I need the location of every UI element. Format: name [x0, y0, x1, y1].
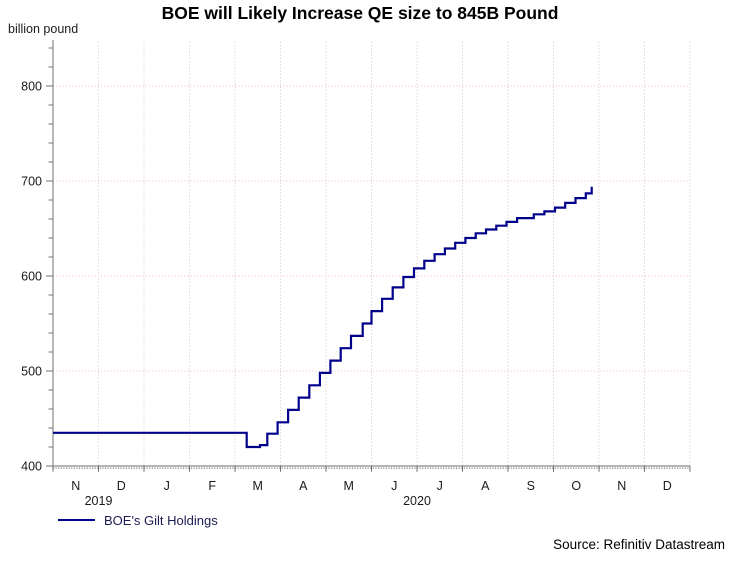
x-month-label: A: [481, 479, 490, 493]
x-month-label: N: [71, 479, 80, 493]
legend-series-label: BOE's Gilt Holdings: [104, 512, 218, 528]
x-year-label: 2020: [403, 494, 431, 508]
x-year-label: 2019: [85, 494, 113, 508]
y-tick-label: 500: [21, 365, 42, 379]
chart-title: BOE will Likely Increase QE size to 845B…: [161, 3, 559, 23]
legend: BOE's Gilt Holdings: [58, 512, 218, 528]
x-month-label: M: [253, 479, 263, 493]
x-month-label: D: [117, 479, 126, 493]
source-credit: Source: Refinitiv Datastream: [553, 537, 725, 552]
legend-line-swatch: [58, 519, 95, 521]
y-tick-label: 700: [21, 175, 42, 189]
y-tick-label: 400: [21, 460, 42, 474]
x-month-label: D: [663, 479, 672, 493]
x-month-label: M: [344, 479, 354, 493]
y-tick-label: 600: [21, 270, 42, 284]
x-month-label: J: [164, 479, 170, 493]
x-month-label: N: [617, 479, 626, 493]
series-line: [53, 186, 593, 449]
x-month-label: O: [571, 479, 581, 493]
x-month-label: J: [391, 479, 397, 493]
x-month-label: J: [437, 479, 443, 493]
x-month-label: S: [527, 479, 535, 493]
y-tick-label: 800: [21, 80, 42, 94]
x-month-label: F: [208, 479, 216, 493]
y-axis-unit-label: billion pound: [8, 22, 79, 36]
x-month-label: A: [299, 479, 308, 493]
